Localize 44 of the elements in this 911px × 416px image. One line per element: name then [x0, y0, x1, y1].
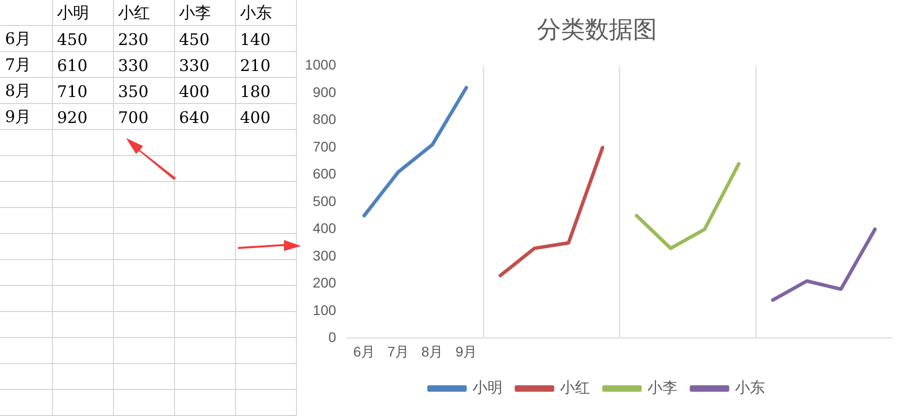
data-label: 140	[239, 28, 272, 50]
x-tick-label: 小红	[117, 2, 151, 24]
y-tick-label: 7月	[4, 54, 32, 76]
data-label: 330	[117, 54, 150, 76]
x-tick-label: 8月	[421, 343, 444, 360]
data-label: 920	[56, 106, 89, 128]
data-label: 400	[178, 80, 211, 102]
x-tick-label: 小东	[239, 2, 273, 24]
y-tick-label: 400	[312, 220, 336, 236]
data-label: 180	[239, 80, 272, 102]
data-label: 400	[239, 106, 272, 128]
data-label: 210	[239, 54, 272, 76]
legend-label: 小红	[560, 380, 590, 397]
y-tick-label: 300	[312, 247, 336, 264]
y-tick-label: 8月	[4, 80, 32, 102]
data-label: 230	[117, 28, 150, 50]
y-tick-label: 100	[312, 302, 336, 318]
x-tick-label: 小明	[56, 2, 90, 24]
legend-label: 小东	[735, 380, 765, 397]
x-tick-label: 小李	[178, 2, 212, 24]
data-label: 450	[56, 28, 89, 50]
y-tick-label: 600	[312, 166, 336, 182]
x-tick-label: 9月	[455, 343, 478, 360]
data-label: 450	[178, 28, 211, 50]
y-tick-label: 1000	[304, 56, 336, 73]
y-tick-label: 6月	[4, 28, 32, 50]
legend-label: 小李	[648, 380, 678, 397]
legend-label: 小明	[472, 380, 502, 397]
data-label: 350	[117, 80, 150, 102]
y-tick-label: 0	[328, 329, 336, 346]
y-tick-label: 700	[312, 138, 336, 154]
y-tick-label: 9月	[4, 106, 32, 128]
y-tick-label: 200	[312, 274, 336, 291]
x-tick-label: 7月	[387, 343, 410, 360]
y-tick-label: 500	[312, 192, 336, 209]
data-label: 640	[178, 106, 211, 128]
x-tick-label: 6月	[353, 343, 376, 360]
data-label: 710	[56, 80, 89, 102]
data-label: 700	[117, 106, 150, 128]
y-tick-label: 900	[312, 84, 336, 100]
y-tick-label: 800	[312, 111, 336, 128]
data-label: 610	[56, 54, 89, 76]
data-label: 330	[178, 54, 211, 76]
chart-title: 分类数据图	[537, 16, 657, 44]
